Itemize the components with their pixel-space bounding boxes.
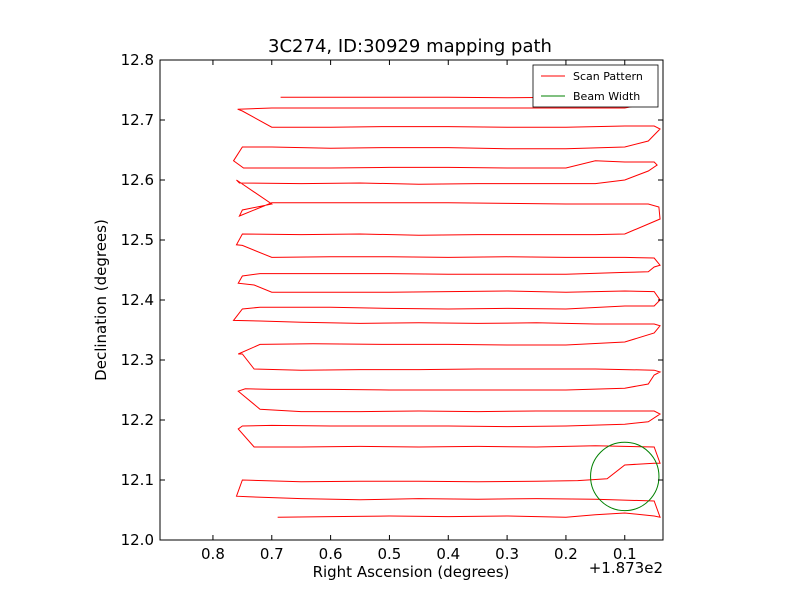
legend-label-scan: Scan Pattern [573, 70, 643, 83]
y-tick-label: 12.4 [121, 291, 154, 309]
chart-title: 3C274, ID:30929 mapping path [268, 36, 552, 57]
x-offset-label: +1.873e2 [589, 559, 663, 577]
legend: Scan Pattern Beam Width [532, 64, 659, 108]
y-tick-label: 12.2 [121, 411, 154, 429]
x-axis-ticks: 0.8 0.7 0.6 0.5 0.4 0.3 0.2 0.1 [201, 60, 637, 563]
x-tick-label: 0.2 [554, 545, 578, 563]
plot-background [160, 60, 663, 540]
legend-label-beam: Beam Width [573, 90, 640, 103]
plot-area [159, 59, 664, 541]
x-tick-label: 0.8 [201, 545, 225, 563]
legend-box [532, 64, 659, 108]
x-axis-label: Right Ascension (degrees) [313, 563, 510, 581]
x-tick-label: 0.6 [319, 545, 343, 563]
y-tick-label: 12.1 [121, 471, 154, 489]
series-clip [232, 96, 662, 518]
y-tick-label: 12.5 [121, 231, 154, 249]
series-layer [232, 96, 662, 518]
y-tick-label: 12.8 [121, 51, 154, 69]
x-tick-label: 0.3 [495, 545, 519, 563]
y-tick-label: 12.7 [121, 111, 154, 129]
x-tick-label: 0.5 [378, 545, 402, 563]
y-tick-label: 12.6 [121, 171, 154, 189]
x-tick-label: 0.7 [260, 545, 284, 563]
y-axis-label: Declination (degrees) [92, 219, 110, 381]
scan-pattern-line [232, 96, 662, 518]
y-tick-label: 12.3 [121, 351, 154, 369]
x-tick-label: 0.1 [613, 545, 637, 563]
beam-width-circle [590, 441, 660, 512]
y-tick-label: 12.0 [121, 531, 154, 549]
x-tick-label: 0.4 [436, 545, 460, 563]
y-axis-ticks: 12.0 12.1 12.2 12.3 12.4 12.5 12.6 12.7 12.8 [121, 51, 663, 549]
